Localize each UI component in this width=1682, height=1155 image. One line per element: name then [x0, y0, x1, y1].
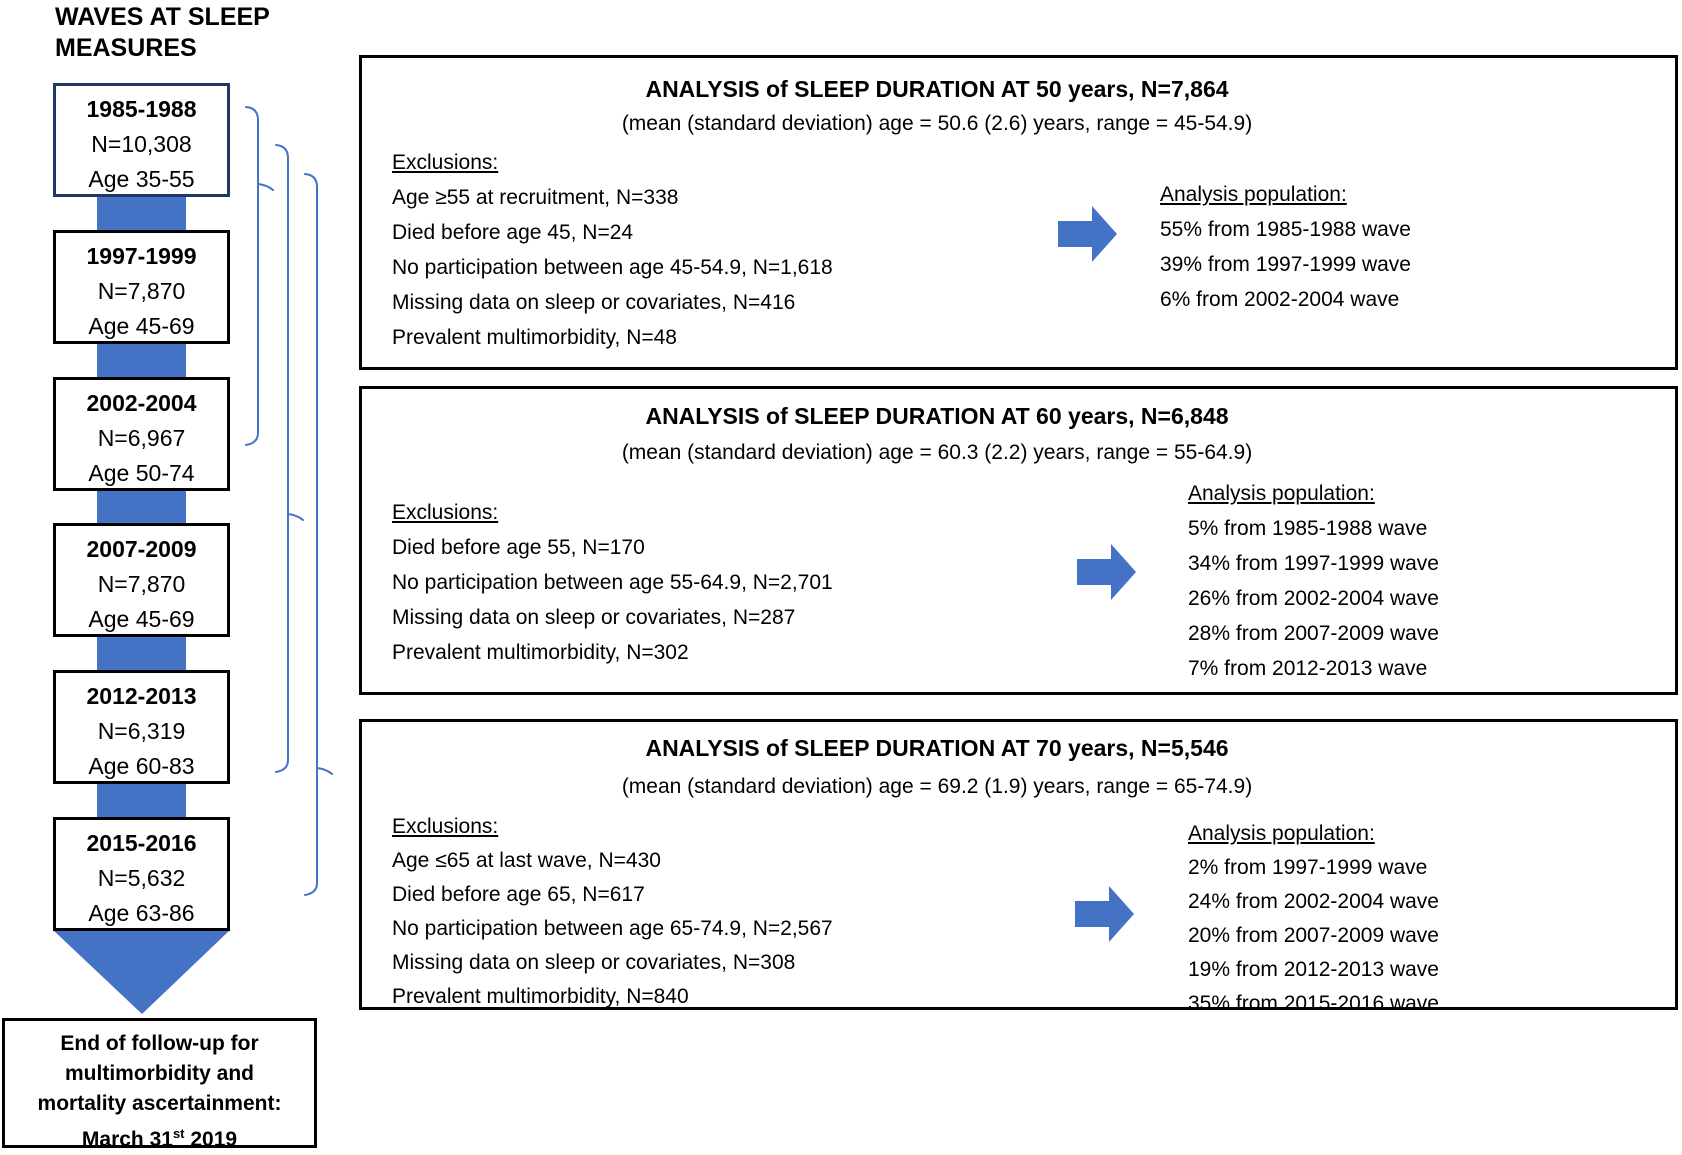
analysis-population-label: Analysis population:: [1188, 822, 1375, 845]
end-of-followup-box: End of follow-up for multimorbidity and …: [2, 1018, 317, 1151]
population-item: 2% from 1997-1999 wave: [1188, 856, 1428, 879]
analysis-population-list: Analysis population: 2% from 1997-1999 w…: [1188, 817, 1439, 1021]
exclusion-item: No participation between age 55-64.9, N=…: [392, 571, 833, 594]
end-box-line: End of follow-up for: [60, 1032, 259, 1055]
wave-to-analysis-brackets: [245, 106, 333, 896]
exclusions-label: Exclusions:: [392, 501, 499, 524]
population-item: 24% from 2002-2004 wave: [1188, 890, 1439, 913]
exclusion-item: No participation between age 65-74.9, N=…: [392, 917, 833, 940]
wave-n: N=6,319: [97, 718, 186, 744]
exclusion-item: Died before age 55, N=170: [392, 536, 645, 559]
population-item: 20% from 2007-2009 wave: [1188, 924, 1439, 947]
wave-years: 2007-2009: [86, 536, 197, 562]
analysis-box-60-years: ANALYSIS of SLEEP DURATION AT 60 years, …: [359, 386, 1678, 695]
exclusion-item: No participation between age 45-54.9, N=…: [392, 256, 833, 279]
population-item: 26% from 2002-2004 wave: [1188, 587, 1439, 610]
exclusion-item: Prevalent multimorbidity, N=840: [392, 985, 689, 1008]
population-item: 7% from 2012-2013 wave: [1188, 657, 1428, 680]
wave-years: 2012-2013: [86, 683, 197, 709]
wave-box-1985-1988: 1985-1988 N=10,308 Age 35-55: [53, 83, 230, 197]
exclusions-list: Exclusions: Age ≥55 at recruitment, N=33…: [392, 145, 833, 355]
wave-box-2015-2016: 2015-2016 N=5,632 Age 63-86: [53, 817, 230, 931]
exclusions-label: Exclusions:: [392, 815, 499, 838]
waves-title-line1: WAVES AT SLEEP: [55, 3, 270, 31]
analysis-box-70-years: ANALYSIS of SLEEP DURATION AT 70 years, …: [359, 719, 1678, 1015]
population-item: 19% from 2012-2013 wave: [1188, 958, 1439, 981]
population-item: 5% from 1985-1988 wave: [1188, 517, 1428, 540]
wave-n: N=7,870: [97, 571, 186, 597]
wave-box-2002-2004: 2002-2004 N=6,967 Age 50-74: [53, 377, 230, 491]
right-arrow-icon: [1058, 206, 1117, 262]
down-arrow-icon: [53, 930, 230, 1014]
end-box-line: multimorbidity and: [65, 1062, 254, 1085]
wave-years: 2002-2004: [86, 390, 197, 416]
right-arrow-icon: [1077, 544, 1136, 600]
analysis-population-list: Analysis population: 55% from 1985-1988 …: [1160, 177, 1411, 317]
bracket-analysis-50: [245, 106, 274, 446]
waves-title: WAVES AT SLEEP MEASURES: [55, 2, 270, 64]
bracket-analysis-60: [275, 144, 304, 773]
exclusion-item: Age ≤65 at last wave, N=430: [392, 849, 661, 872]
wave-n: N=5,632: [97, 865, 186, 891]
analysis-population-label: Analysis population:: [1188, 482, 1375, 505]
analysis-box-50-years: ANALYSIS of SLEEP DURATION AT 50 years, …: [359, 55, 1678, 370]
wave-n: N=7,870: [97, 278, 186, 304]
wave-years: 2015-2016: [86, 830, 197, 856]
exclusion-item: Missing data on sleep or covariates, N=4…: [392, 291, 796, 314]
wave-age: Age 45-69: [88, 313, 195, 339]
analysis-title: ANALYSIS of SLEEP DURATION AT 50 years, …: [645, 76, 1229, 102]
wave-connector: [97, 190, 186, 235]
analysis-population-label: Analysis population:: [1160, 183, 1347, 206]
exclusion-item: Died before age 45, N=24: [392, 221, 634, 244]
analysis-subtitle: (mean (standard deviation) age = 60.3 (2…: [621, 441, 1253, 464]
exclusion-item: Prevalent multimorbidity, N=302: [392, 641, 689, 664]
waves-title-line2: MEASURES: [55, 34, 197, 62]
wave-years: 1997-1999: [86, 243, 197, 269]
exclusion-item: Prevalent multimorbidity, N=48: [392, 326, 677, 349]
wave-n: N=10,308: [91, 131, 192, 157]
exclusions-list: Exclusions: Age ≤65 at last wave, N=430 …: [392, 810, 833, 1014]
analysis-title: ANALYSIS of SLEEP DURATION AT 70 years, …: [645, 735, 1229, 761]
wave-connector: [97, 484, 186, 529]
wave-connector: [97, 630, 186, 675]
population-item: 28% from 2007-2009 wave: [1188, 622, 1439, 645]
population-item: 39% from 1997-1999 wave: [1160, 253, 1411, 276]
end-box-line: mortality ascertainment:: [37, 1092, 282, 1115]
exclusion-item: Age ≥55 at recruitment, N=338: [392, 186, 679, 209]
wave-n: N=6,967: [97, 425, 186, 451]
end-box-date: March 31st 2019: [81, 1126, 238, 1151]
analysis-subtitle: (mean (standard deviation) age = 50.6 (2…: [621, 112, 1253, 135]
wave-age: Age 60-83: [88, 753, 195, 779]
wave-years: 1985-1988: [86, 96, 197, 122]
wave-box-1997-1999: 1997-1999 N=7,870 Age 45-69: [53, 230, 230, 344]
wave-box-2012-2013: 2012-2013 N=6,319 Age 60-83: [53, 670, 230, 784]
exclusions-label: Exclusions:: [392, 151, 499, 174]
population-item: 35% from 2015-2016 wave: [1188, 992, 1439, 1015]
exclusions-list: Exclusions: Died before age 55, N=170 No…: [392, 495, 833, 670]
wave-connector: [97, 337, 186, 382]
wave-box-2007-2009: 2007-2009 N=7,870 Age 45-69: [53, 523, 230, 637]
exclusion-item: Missing data on sleep or covariates, N=3…: [392, 951, 796, 974]
wave-age: Age 50-74: [88, 460, 195, 486]
exclusion-item: Missing data on sleep or covariates, N=2…: [392, 606, 796, 629]
analysis-population-list: Analysis population: 5% from 1985-1988 w…: [1188, 476, 1439, 686]
wave-age: Age 45-69: [88, 606, 195, 632]
analysis-title: ANALYSIS of SLEEP DURATION AT 60 years, …: [645, 403, 1229, 429]
population-item: 55% from 1985-1988 wave: [1160, 218, 1411, 241]
ordinal-suffix: st: [172, 1126, 185, 1141]
right-arrow-icon: [1075, 886, 1134, 942]
bracket-analysis-70: [304, 173, 333, 896]
analysis-subtitle: (mean (standard deviation) age = 69.2 (1…: [621, 775, 1253, 798]
population-item: 6% from 2002-2004 wave: [1160, 288, 1400, 311]
wave-age: Age 35-55: [88, 166, 195, 192]
wave-age: Age 63-86: [88, 900, 195, 926]
population-item: 34% from 1997-1999 wave: [1188, 552, 1439, 575]
exclusion-item: Died before age 65, N=617: [392, 883, 645, 906]
